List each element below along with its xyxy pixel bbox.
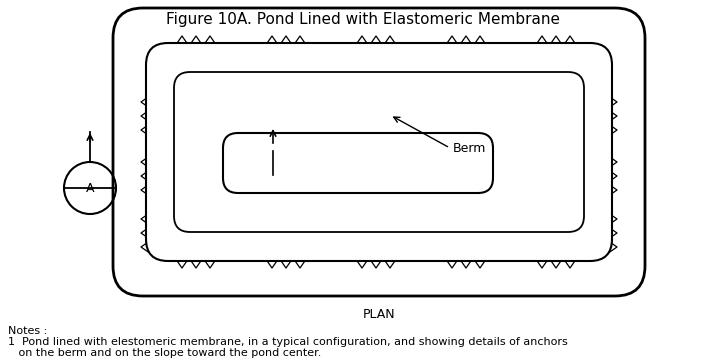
FancyBboxPatch shape xyxy=(174,72,584,232)
FancyBboxPatch shape xyxy=(113,8,645,296)
Text: 1  Pond lined with elestomeric membrane, in a typical configuration, and showing: 1 Pond lined with elestomeric membrane, … xyxy=(8,337,568,347)
Text: A: A xyxy=(86,182,94,194)
Text: Figure 10A. Pond Lined with Elastomeric Membrane: Figure 10A. Pond Lined with Elastomeric … xyxy=(166,12,560,27)
Text: on the berm and on the slope toward the pond center.: on the berm and on the slope toward the … xyxy=(8,348,322,358)
FancyBboxPatch shape xyxy=(223,133,493,193)
Text: Notes :: Notes : xyxy=(8,326,47,336)
FancyBboxPatch shape xyxy=(146,43,612,261)
Text: PLAN: PLAN xyxy=(363,308,396,321)
Text: Berm: Berm xyxy=(453,141,486,155)
